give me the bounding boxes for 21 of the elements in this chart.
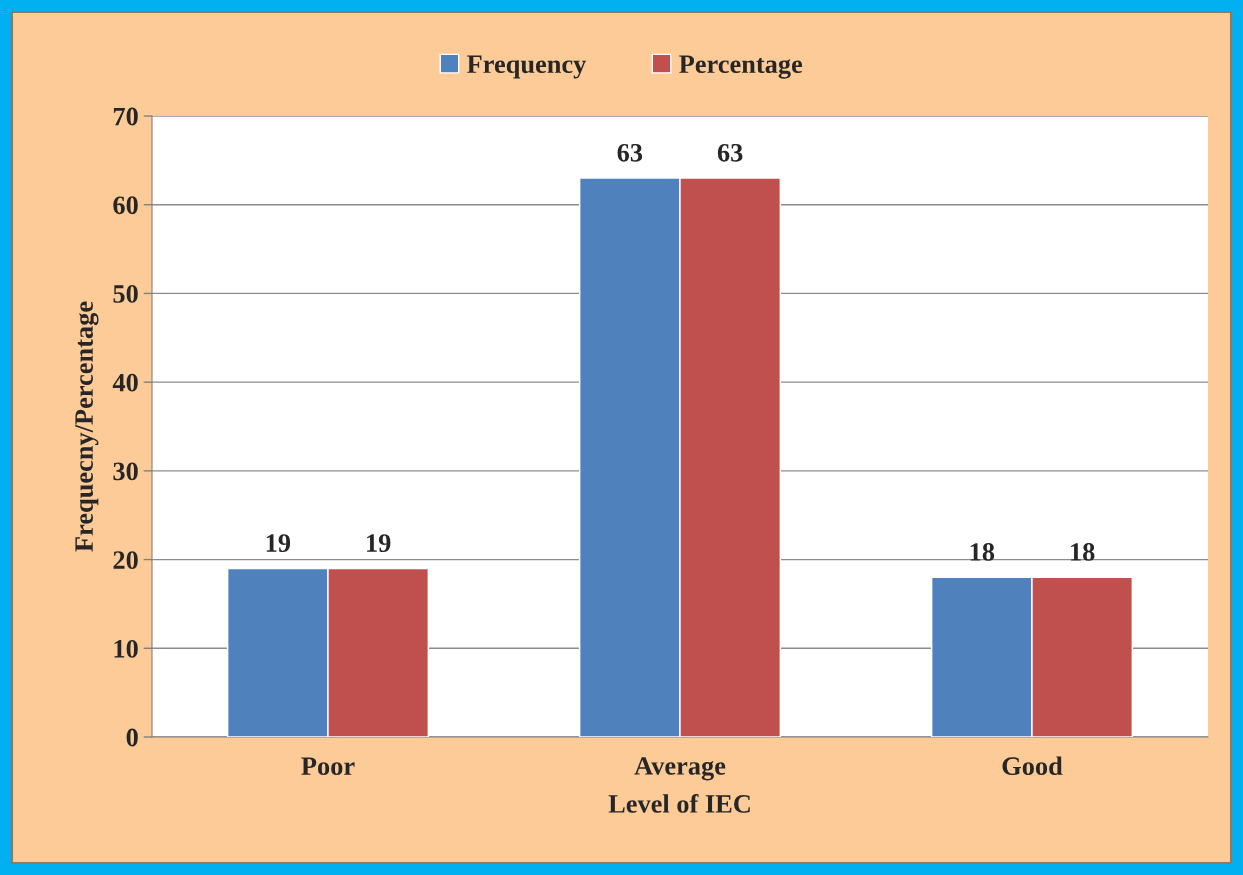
y-tick-label: 50 xyxy=(113,285,138,303)
x-axis-title: Level of IEC xyxy=(608,794,750,813)
x-tick-label: Good xyxy=(1002,756,1063,776)
y-tick-label: 40 xyxy=(112,373,138,392)
data-label: 63 xyxy=(717,143,743,162)
legend-label: Frequency xyxy=(467,55,587,79)
x-tick-label: Average xyxy=(634,757,726,781)
y-tick-label: 30 xyxy=(113,462,138,481)
data-label: 19 xyxy=(266,534,291,552)
y-tick-label: 70 xyxy=(113,107,138,126)
data-label: 19 xyxy=(367,534,391,552)
y-tick-label: 10 xyxy=(114,639,138,658)
data-label: 18 xyxy=(1071,543,1095,561)
x-tick-label: Poor xyxy=(301,757,355,776)
y-tick-label: 60 xyxy=(113,196,138,215)
legend-label: Percentage xyxy=(679,55,803,79)
data-label: 18 xyxy=(970,543,995,561)
y-tick-label: 20 xyxy=(113,551,138,569)
data-label: 63 xyxy=(617,143,643,162)
y-tick-label: 0 xyxy=(126,728,138,747)
y-axis-title: Frequecny/Percentage xyxy=(75,301,99,552)
